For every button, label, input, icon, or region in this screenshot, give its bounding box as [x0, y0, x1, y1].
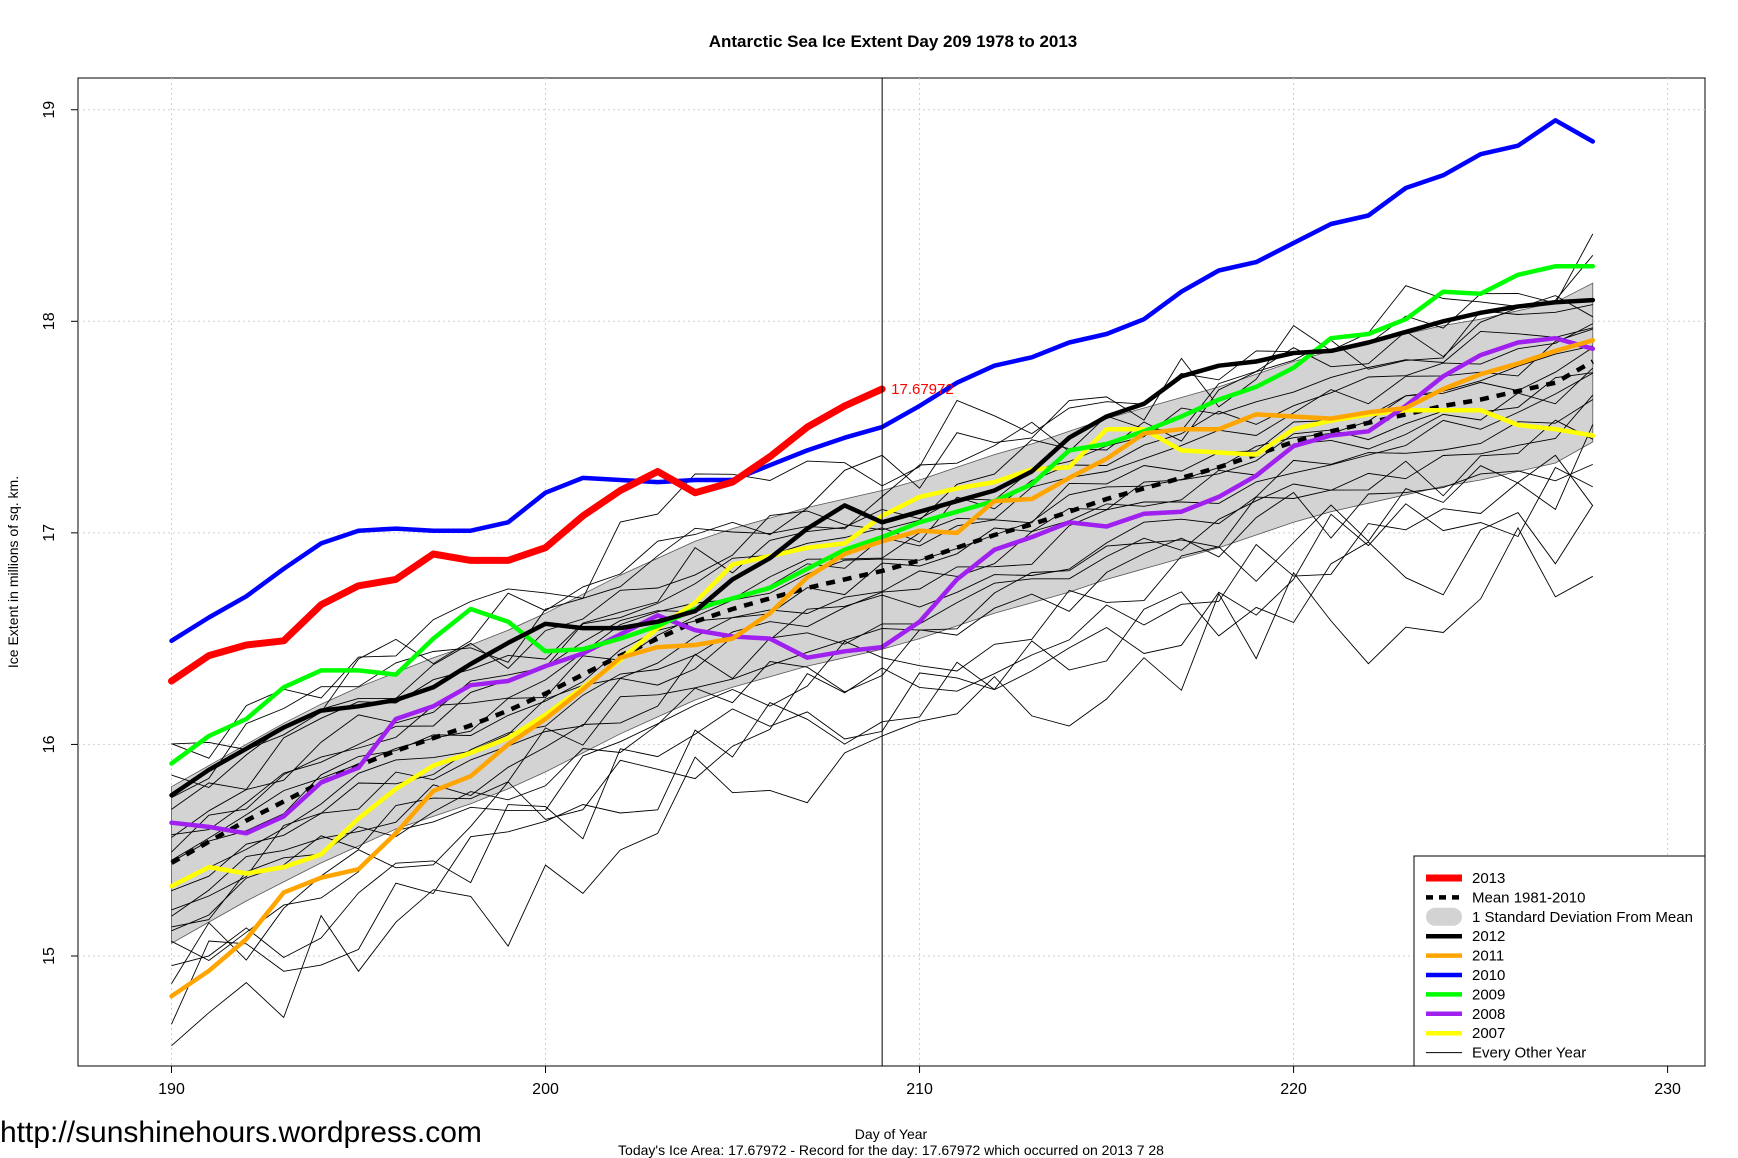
legend-label: 2011 [1472, 948, 1504, 965]
current-value-label: 17.67972 [891, 381, 954, 398]
legend-label: 2013 [1472, 870, 1505, 887]
legend-label: 2010 [1472, 967, 1505, 984]
source-url[interactable]: http://sunshinehours.wordpress.com [0, 1116, 482, 1149]
series-line-2013 [168, 385, 886, 685]
x-tick-label: 220 [1280, 1081, 1307, 1098]
current-day-group: 17.67972 [881, 78, 954, 1066]
legend-label: Mean 1981-2010 [1472, 889, 1585, 906]
legend-swatch [1426, 907, 1462, 926]
plot-frame [77, 77, 1706, 1067]
legend-label: 2008 [1472, 1006, 1505, 1023]
legend-label: 2012 [1472, 928, 1505, 945]
legend-label: Every Other Year [1472, 1045, 1586, 1062]
legend-box [1413, 855, 1706, 1067]
chart-title: Antarctic Sea Ice Extent Day 209 1978 to… [709, 32, 1078, 51]
legend-label: 2007 [1472, 1025, 1505, 1042]
footer-summary: Today's Ice Area: 17.67972 - Record for … [618, 1142, 1164, 1158]
y-tick-label: 16 [41, 735, 58, 753]
legend-label: 2009 [1472, 986, 1505, 1003]
x-tick-label: 190 [158, 1081, 185, 1098]
y-tick-label: 19 [41, 101, 58, 119]
y-tick-label: 17 [41, 524, 58, 542]
x-axis-label: Day of Year [855, 1126, 928, 1142]
legend: 2013 Mean 1981-2010 1 Standard Deviation F… [1413, 855, 1706, 1067]
y-axis-label: Ice Extent in millions of sq. km. [5, 476, 21, 668]
legend-label: 1 Standard Deviation From Mean [1472, 909, 1693, 926]
x-tick-label: 200 [532, 1081, 559, 1098]
y-tick-label: 15 [41, 947, 58, 965]
x-tick-label: 210 [906, 1081, 933, 1098]
x-tick-label: 230 [1654, 1081, 1681, 1098]
axes-group: 190 200 210 220 230 15 16 17 18 19 [41, 101, 1681, 1098]
y-tick-label: 18 [41, 312, 58, 330]
